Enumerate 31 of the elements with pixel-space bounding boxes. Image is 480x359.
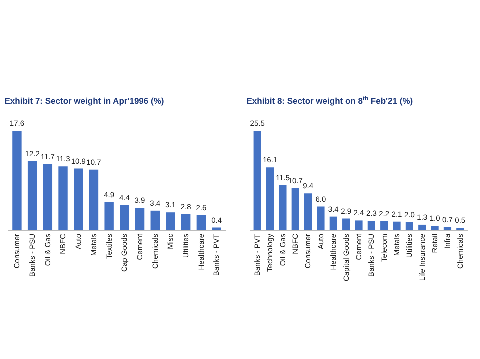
bar (292, 188, 300, 230)
bar (406, 222, 414, 230)
bar (380, 221, 388, 230)
bar (150, 210, 160, 230)
bar (418, 224, 426, 230)
bar (266, 168, 274, 230)
bar (89, 170, 99, 230)
bar (279, 185, 287, 230)
bar (104, 202, 114, 230)
bar (342, 218, 350, 230)
bar (43, 164, 53, 230)
bar (58, 166, 68, 230)
chart-title: Exhibit 8: Sector weight on 8$^{th}$ Feb'21 (%) (246, 95, 414, 106)
bar (431, 226, 439, 230)
bar (444, 227, 452, 230)
bar (355, 220, 363, 230)
bar (393, 222, 401, 230)
bar (317, 206, 325, 230)
bar (254, 131, 262, 230)
bar (12, 131, 22, 230)
bar (28, 162, 38, 230)
bar (368, 221, 376, 230)
bar (181, 214, 191, 230)
bar (304, 194, 312, 230)
bar (196, 215, 206, 230)
bar (120, 205, 130, 230)
chart-title: Exhibit 7: Sector weight in Apr'1996 (%) (4, 96, 164, 106)
bar (330, 216, 338, 230)
bar (166, 212, 176, 230)
bar (135, 208, 145, 230)
bar (74, 168, 84, 230)
